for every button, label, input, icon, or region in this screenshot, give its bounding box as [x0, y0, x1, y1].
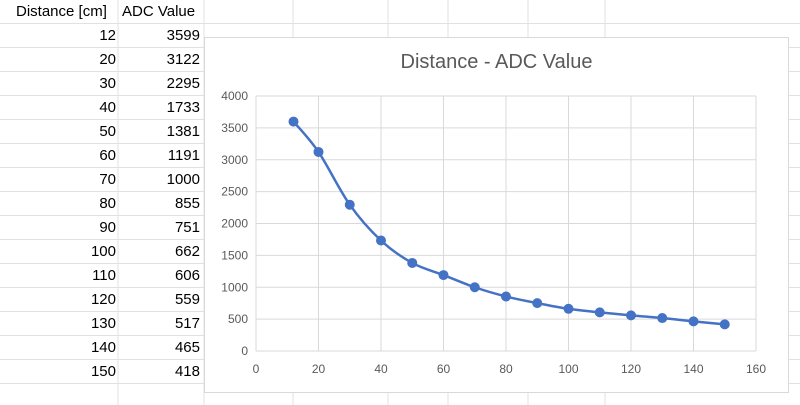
cell-distance[interactable]: 90	[99, 219, 116, 236]
y-tick-label: 3000	[221, 153, 248, 167]
cell-distance[interactable]: 12	[99, 27, 116, 44]
y-tick-label: 2000	[221, 217, 248, 231]
cell-distance[interactable]: 110	[92, 267, 116, 284]
y-tick-label: 500	[228, 312, 248, 326]
data-point[interactable]	[501, 291, 511, 302]
cell-adc-value[interactable]: 517	[174, 315, 200, 332]
cell-distance[interactable]: 20	[99, 51, 116, 68]
cell-adc-value[interactable]: 1191	[167, 147, 200, 164]
cell-adc-value[interactable]: 3599	[166, 27, 200, 44]
data-point[interactable]	[532, 298, 543, 309]
y-tick-label: 4000	[221, 89, 248, 103]
cell-adc-value[interactable]: 606	[174, 267, 200, 284]
x-tick-label: 160	[746, 362, 766, 376]
y-tick-label: 1000	[221, 280, 248, 294]
plot-area: 0 500 1000 1500 2000 2500 3000 3500 4000 0 20 40 60 8…	[221, 89, 766, 376]
header-distance[interactable]: Distance [cm]	[16, 3, 107, 20]
cell-distance[interactable]: 80	[99, 195, 116, 212]
cell-distance[interactable]: 70	[99, 171, 116, 188]
cell-adc-value[interactable]: 1381	[166, 123, 200, 140]
cell-distance[interactable]: 30	[99, 75, 116, 92]
x-tick-label: 20	[312, 362, 326, 376]
cell-adc-value[interactable]: 2295	[166, 75, 200, 92]
data-point[interactable]	[594, 307, 605, 318]
cell-adc-value[interactable]: 3122	[166, 51, 200, 68]
cell-distance[interactable]: 50	[99, 123, 116, 140]
x-tick-label: 40	[374, 362, 388, 376]
data-point[interactable]	[688, 316, 699, 327]
x-tick-label: 120	[621, 362, 641, 376]
cell-adc-value[interactable]: 418	[174, 363, 200, 380]
y-tick-label: 0	[241, 344, 248, 358]
data-point[interactable]	[376, 235, 386, 246]
cell-adc-value[interactable]: 855	[174, 195, 200, 212]
cell-distance[interactable]: 100	[90, 243, 116, 260]
cell-distance[interactable]: 150	[90, 363, 116, 380]
cell-distance[interactable]: 130	[90, 315, 116, 332]
y-tick-label: 3500	[221, 121, 248, 135]
x-tick-label: 140	[683, 362, 703, 376]
chart-title: Distance - ADC Value	[400, 51, 593, 73]
cell-distance[interactable]: 120	[90, 291, 116, 308]
y-tick-label: 1500	[221, 248, 248, 262]
cell-distance[interactable]: 140	[90, 339, 116, 356]
x-tick-label: 100	[558, 362, 578, 376]
data-point[interactable]	[288, 116, 299, 127]
data-table: Distance [cm] ADC Value 12 3599 20 3122 30 2295…	[0, 0, 205, 405]
data-point[interactable]	[626, 310, 636, 321]
cell-distance[interactable]: 40	[99, 99, 116, 116]
x-tick-label: 60	[437, 362, 451, 376]
header-adc-value[interactable]: ADC Value	[122, 3, 196, 20]
data-point[interactable]	[407, 257, 418, 268]
data-point[interactable]	[719, 319, 730, 330]
chart[interactable]: Distance - ADC Value 0 500 1000 1500 2000 250…	[204, 37, 789, 393]
cell-distance[interactable]: 60	[99, 147, 116, 164]
x-tick-label: 80	[499, 362, 513, 376]
cell-adc-value[interactable]: 662	[174, 243, 200, 260]
cell-adc-value[interactable]: 465	[174, 339, 200, 356]
data-point[interactable]	[469, 282, 480, 293]
data-point[interactable]	[344, 199, 355, 210]
cell-adc-value[interactable]: 751	[174, 219, 200, 236]
data-point[interactable]	[563, 303, 574, 314]
cell-adc-value[interactable]: 1000	[166, 171, 200, 188]
data-point[interactable]	[438, 270, 449, 281]
y-tick-label: 2500	[221, 185, 248, 199]
data-point[interactable]	[657, 313, 668, 324]
data-point[interactable]	[313, 146, 324, 157]
cell-adc-value[interactable]: 1733	[166, 99, 200, 116]
x-tick-label: 0	[253, 362, 260, 376]
cell-adc-value[interactable]: 559	[174, 291, 200, 308]
